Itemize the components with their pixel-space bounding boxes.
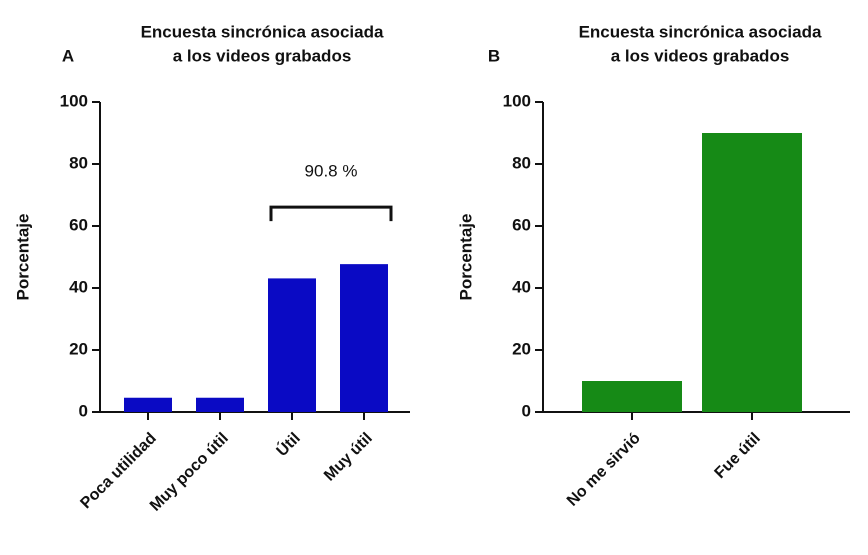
x-tick-label: Muy poco útil: [147, 430, 232, 515]
x-tick-label: Muy útil: [321, 430, 376, 485]
y-tick-label: 100: [503, 91, 531, 110]
x-tick-label: Poca utilidad: [77, 430, 159, 512]
y-axis-label: Porcentaje: [13, 214, 32, 301]
y-tick-label: 40: [69, 277, 88, 296]
bar: [340, 264, 388, 412]
panel-label: A: [62, 46, 74, 65]
y-tick-label: 80: [69, 153, 88, 172]
x-tick-label: Fue útil: [712, 430, 764, 482]
panel-label: B: [488, 46, 500, 65]
bar: [702, 133, 802, 412]
y-tick-label: 100: [60, 91, 88, 110]
x-tick-label: Útil: [272, 428, 304, 460]
y-tick-label: 0: [79, 401, 88, 420]
y-axis-label: Porcentaje: [456, 214, 475, 301]
x-tick-label: No me sirvió: [564, 430, 644, 510]
y-tick-label: 40: [512, 277, 531, 296]
y-tick-label: 20: [512, 339, 531, 358]
annotation: 90.8 %: [305, 162, 358, 181]
bar: [268, 278, 316, 412]
chart-title: Encuesta sincrónica asociada: [579, 22, 822, 41]
chart-title: a los videos grabados: [611, 46, 790, 65]
bar: [196, 397, 244, 412]
y-tick-label: 60: [512, 215, 531, 234]
bracket: [269, 205, 393, 222]
y-tick-label: 60: [69, 215, 88, 234]
chart-title: Encuesta sincrónica asociada: [141, 22, 384, 41]
bar: [124, 397, 172, 412]
y-tick-label: 20: [69, 339, 88, 358]
y-tick-label: 80: [512, 153, 531, 172]
chart-title: a los videos grabados: [173, 46, 352, 65]
y-tick-label: 0: [522, 401, 531, 420]
bar: [582, 381, 682, 412]
